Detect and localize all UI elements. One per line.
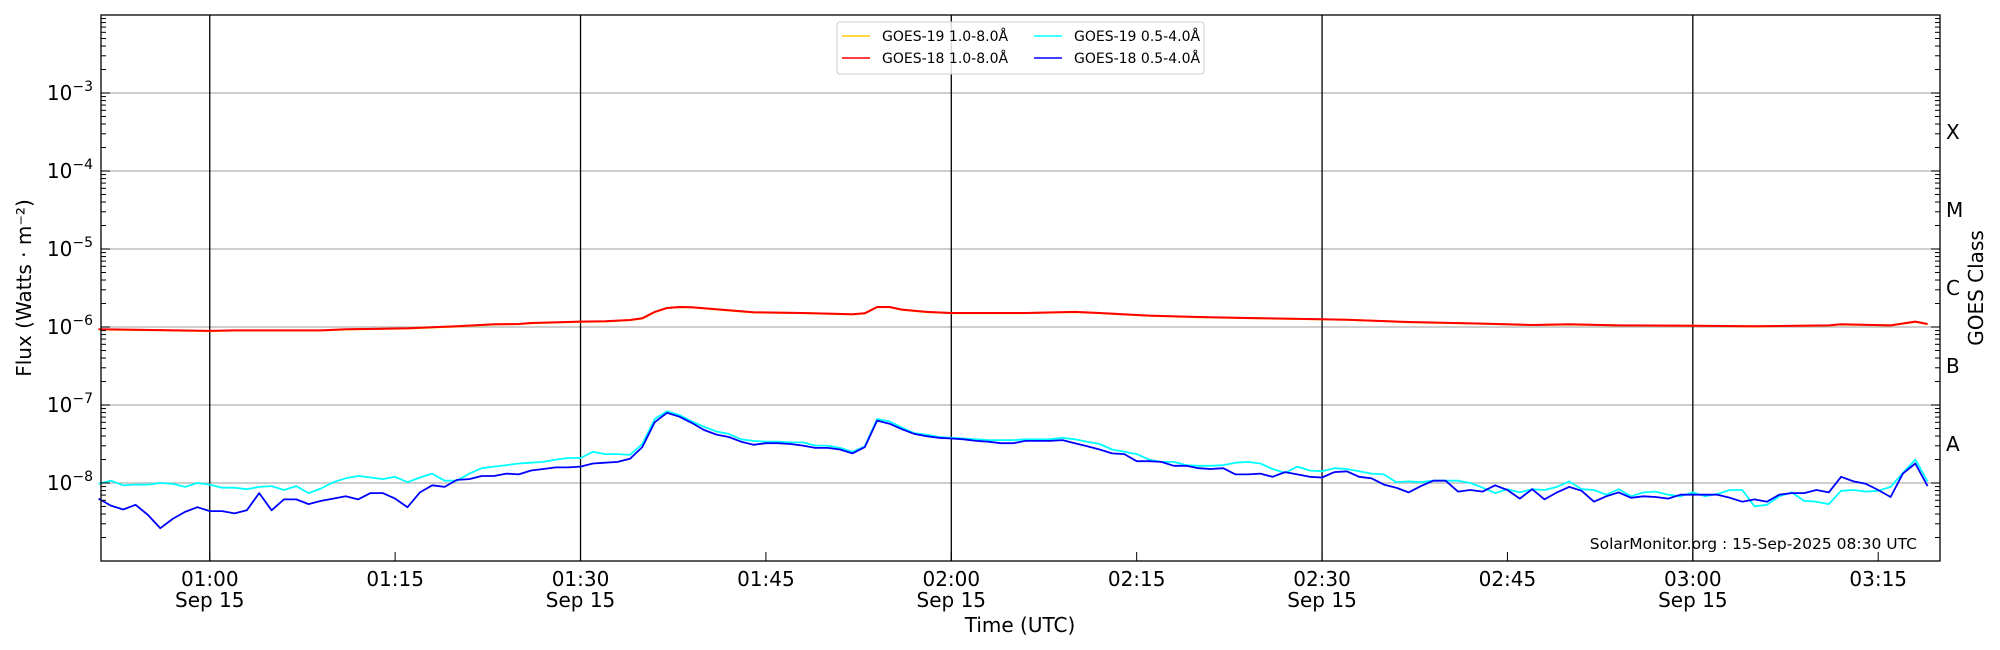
x-tick-label: 02:45 (1479, 567, 1537, 591)
y-tick-label: 10−8 (47, 469, 93, 495)
x-tick-label: 03:15 (1849, 567, 1907, 591)
x-tick-label: 01:00 (181, 567, 239, 591)
x-tick-label: 03:00 (1664, 567, 1722, 591)
x-tick-label: 02:15 (1108, 567, 1166, 591)
goes-class-labels: A B C M X (1946, 120, 1963, 456)
y-tick-label: 10−6 (47, 313, 93, 339)
x-tick-label: 01:45 (737, 567, 795, 591)
x-tick-date-label: Sep 15 (1287, 588, 1357, 612)
legend-box (836, 21, 1205, 75)
axis-ticks (101, 18, 1940, 562)
y-tick-label: 10−7 (47, 391, 93, 417)
x-axis-label: Time (UTC) (964, 613, 1076, 637)
goes-class-label-b: B (1946, 354, 1960, 378)
y-tick-label: 10−5 (47, 235, 93, 261)
x-tick-date-label: Sep 15 (917, 588, 987, 612)
legend: GOES-19 1.0-8.0Å GOES-19 0.5-4.0Å GOES-18 … (836, 21, 1205, 75)
x-tick-label: 01:15 (366, 567, 424, 591)
y-tick-label: 10−3 (47, 79, 93, 105)
x-tick-date-label: Sep 15 (175, 588, 245, 612)
series-line-goes-18-1-0-8-0- (98, 306, 1928, 332)
goes-class-label-x: X (1946, 120, 1960, 144)
goes-class-label-m: M (1946, 198, 1963, 222)
y-tick-label: 10−4 (47, 157, 93, 183)
x-tick-label: 02:00 (922, 567, 980, 591)
x-tick-label: 01:30 (552, 567, 610, 591)
y-tick-labels: 10−8 10−7 10−6 10−5 10−4 10−3 (47, 79, 93, 495)
goes-class-label-c: C (1946, 276, 1960, 300)
x-tick-date-label: Sep 15 (546, 588, 616, 612)
legend-label: GOES-18 1.0-8.0Å (882, 50, 1008, 67)
series-lines (98, 306, 1929, 530)
series-line-goes-18-0-5-4-0- (98, 411, 1929, 530)
goes-class-label-a: A (1946, 432, 1960, 456)
legend-label: GOES-19 0.5-4.0Å (1074, 28, 1200, 45)
gridlines (101, 92, 1940, 484)
y-axis-label: Flux (Watts · m⁻²) (12, 199, 36, 377)
x-tick-label: 02:30 (1293, 567, 1351, 591)
y2-axis-label: GOES Class (1964, 230, 1988, 346)
legend-label: GOES-18 0.5-4.0Å (1074, 50, 1200, 67)
time-marker-lines (209, 15, 1694, 561)
legend-label: GOES-19 1.0-8.0Å (882, 28, 1008, 45)
plot-frame (100, 14, 1941, 562)
series-line-goes-19-0-5-4-0- (98, 410, 1929, 508)
x-tick-date-label: Sep 15 (1658, 588, 1728, 612)
watermark: SolarMonitor.org : 15-Sep-2025 08:30 UTC (1590, 535, 1917, 553)
